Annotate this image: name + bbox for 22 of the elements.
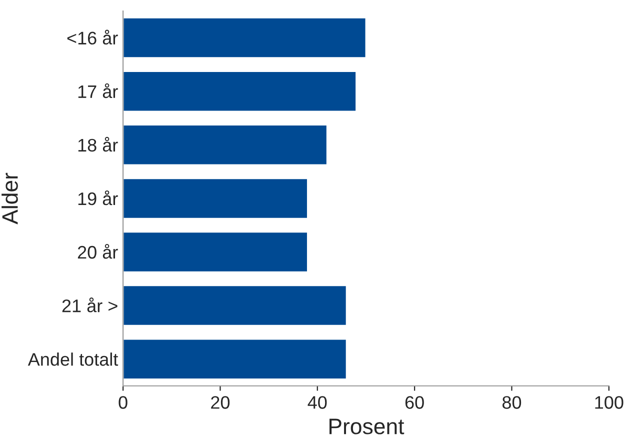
bar xyxy=(123,338,348,380)
y-tick-label: 20 år xyxy=(78,244,118,259)
x-tick-label: 60 xyxy=(405,396,424,409)
y-axis-title: Alder xyxy=(2,172,18,224)
bar xyxy=(123,70,357,112)
y-tick-label: 17 år xyxy=(78,83,118,98)
x-tick-label: 20 xyxy=(211,396,230,409)
bar xyxy=(123,178,308,220)
x-tick-label: 40 xyxy=(308,396,327,409)
x-axis-title: Prosent xyxy=(330,418,404,434)
y-tick-label: 21 år > xyxy=(62,298,118,312)
bar xyxy=(123,284,348,326)
x-tick-label: 80 xyxy=(502,396,522,409)
bar xyxy=(123,231,308,273)
y-tick-label: 18 år xyxy=(78,136,118,152)
x-tick-label: 0 xyxy=(118,396,128,409)
y-tick-label: <16 år xyxy=(67,30,118,45)
y-tick-label: Andel totalt xyxy=(28,352,118,366)
bar xyxy=(123,17,367,59)
y-tick-label: 19 år xyxy=(78,190,118,206)
x-tick-label: 100 xyxy=(595,396,624,409)
bar xyxy=(123,124,328,166)
